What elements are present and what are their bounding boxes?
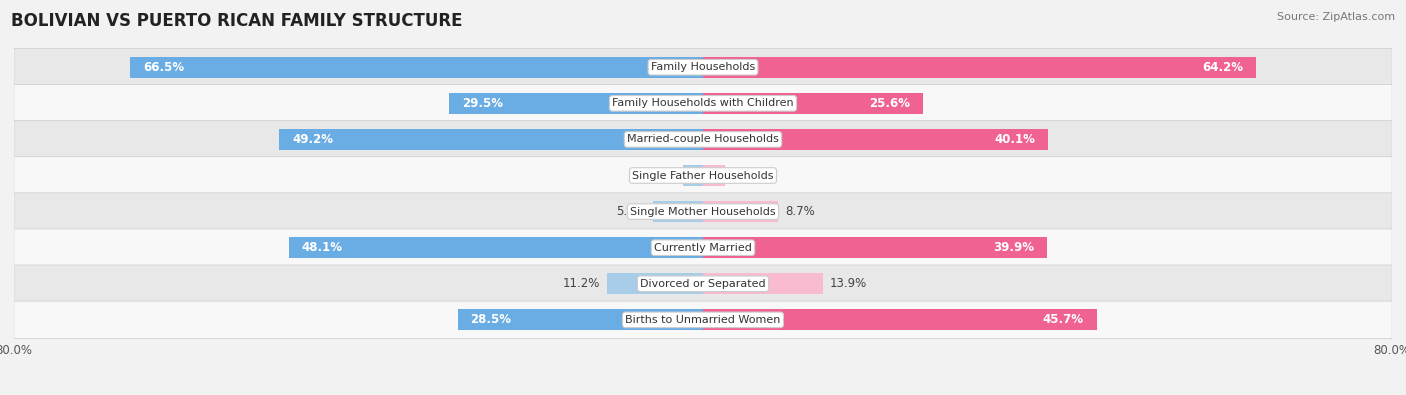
Bar — [652, 201, 703, 222]
FancyBboxPatch shape — [14, 85, 1392, 122]
Text: Currently Married: Currently Married — [654, 243, 752, 253]
Bar — [449, 93, 703, 114]
Text: 25.6%: 25.6% — [869, 97, 911, 110]
Bar — [703, 165, 725, 186]
Text: Family Households with Children: Family Households with Children — [612, 98, 794, 108]
Text: Married-couple Households: Married-couple Households — [627, 134, 779, 145]
Text: Source: ZipAtlas.com: Source: ZipAtlas.com — [1277, 12, 1395, 22]
FancyBboxPatch shape — [14, 157, 1392, 194]
FancyBboxPatch shape — [14, 301, 1392, 339]
FancyBboxPatch shape — [14, 229, 1392, 267]
Text: 2.6%: 2.6% — [733, 169, 762, 182]
Bar — [683, 165, 703, 186]
Text: 29.5%: 29.5% — [461, 97, 503, 110]
Text: Family Households: Family Households — [651, 62, 755, 72]
FancyBboxPatch shape — [14, 193, 1392, 230]
Bar — [703, 129, 1049, 150]
Text: 2.3%: 2.3% — [647, 169, 676, 182]
Text: Single Father Households: Single Father Households — [633, 171, 773, 181]
Text: Births to Unmarried Women: Births to Unmarried Women — [626, 315, 780, 325]
Bar — [457, 309, 703, 330]
Text: Single Mother Households: Single Mother Households — [630, 207, 776, 216]
Bar — [280, 129, 703, 150]
Bar — [703, 93, 924, 114]
Text: 49.2%: 49.2% — [292, 133, 333, 146]
FancyBboxPatch shape — [14, 265, 1392, 303]
Text: 28.5%: 28.5% — [471, 313, 512, 326]
Text: 5.8%: 5.8% — [617, 205, 647, 218]
Text: 48.1%: 48.1% — [302, 241, 343, 254]
FancyBboxPatch shape — [14, 120, 1392, 158]
Text: 11.2%: 11.2% — [562, 277, 599, 290]
Bar — [606, 273, 703, 294]
Text: 64.2%: 64.2% — [1202, 61, 1243, 74]
FancyBboxPatch shape — [14, 49, 1392, 86]
Text: Divorced or Separated: Divorced or Separated — [640, 279, 766, 289]
Bar — [703, 273, 823, 294]
Text: 40.1%: 40.1% — [994, 133, 1035, 146]
Bar — [703, 309, 1097, 330]
Bar — [703, 57, 1256, 78]
Text: 66.5%: 66.5% — [143, 61, 184, 74]
Text: 39.9%: 39.9% — [993, 241, 1033, 254]
Text: 8.7%: 8.7% — [785, 205, 814, 218]
Text: BOLIVIAN VS PUERTO RICAN FAMILY STRUCTURE: BOLIVIAN VS PUERTO RICAN FAMILY STRUCTUR… — [11, 12, 463, 30]
Text: 45.7%: 45.7% — [1043, 313, 1084, 326]
Text: 13.9%: 13.9% — [830, 277, 868, 290]
Bar — [703, 201, 778, 222]
Bar — [703, 237, 1046, 258]
Bar — [131, 57, 703, 78]
Bar — [288, 237, 703, 258]
